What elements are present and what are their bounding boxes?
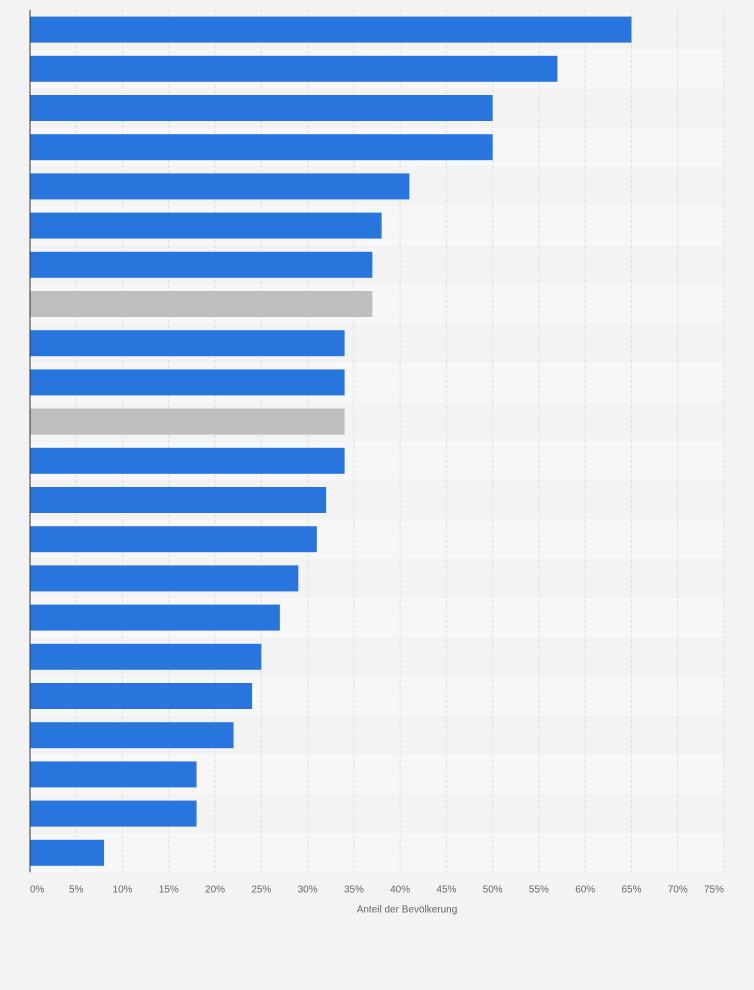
bar[interactable] [30, 251, 373, 278]
bar[interactable] [30, 330, 345, 357]
bar[interactable] [30, 722, 234, 749]
row-band [30, 833, 724, 873]
bar[interactable] [30, 643, 262, 670]
x-tick-labels: 0% 5% 10% 15% 20% 25% 30% 35% 40% 45% 50% 55% 60% 65%… [30, 884, 724, 895]
bar[interactable] [30, 604, 280, 631]
bar[interactable] [30, 800, 197, 827]
bar[interactable] [30, 369, 345, 396]
x-tick-label: 55% [529, 884, 549, 895]
x-tick-label: 65% [621, 884, 641, 895]
x-tick-label: 10% [113, 884, 133, 895]
bar[interactable] [30, 526, 317, 553]
bar[interactable] [30, 95, 493, 121]
x-tick-label: 50% [483, 884, 503, 895]
gridlines [75, 10, 725, 873]
bar[interactable] [30, 839, 105, 866]
bar[interactable] [30, 683, 253, 709]
x-tick-label: 0% [30, 884, 45, 895]
x-tick-label: 70% [668, 884, 688, 895]
bar[interactable] [30, 16, 632, 43]
x-tick-label: 75% [704, 884, 724, 895]
x-tick-label: 25% [251, 884, 271, 895]
bar[interactable] [30, 212, 382, 239]
bar-highlighted[interactable] [30, 291, 373, 317]
x-tick-label: 5% [69, 884, 84, 895]
x-tick-label: 40% [390, 884, 410, 895]
bars [30, 16, 632, 866]
x-tick-label: 60% [575, 884, 595, 895]
x-tick-label: 30% [298, 884, 318, 895]
bar[interactable] [30, 55, 558, 82]
bar[interactable] [30, 761, 197, 788]
bar-highlighted[interactable] [30, 408, 345, 435]
x-tick-label: 20% [205, 884, 225, 895]
bar[interactable] [30, 447, 345, 474]
x-tick-label: 45% [436, 884, 456, 895]
x-tick-label: 15% [159, 884, 179, 895]
bar[interactable] [30, 487, 327, 513]
bar[interactable] [30, 173, 410, 200]
bar[interactable] [30, 134, 493, 161]
x-axis-title: Anteil der Bevölkerung [357, 904, 458, 915]
x-tick-label: 35% [344, 884, 364, 895]
bar[interactable] [30, 565, 299, 592]
